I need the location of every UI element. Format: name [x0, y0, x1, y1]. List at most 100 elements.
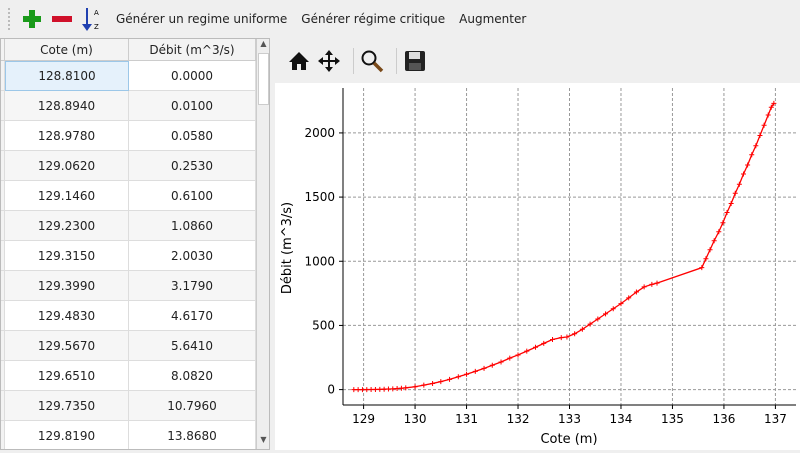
cell-cote[interactable]: 128.8100: [5, 61, 129, 91]
add-icon[interactable]: [20, 7, 44, 31]
cell-debit[interactable]: 5.6410: [129, 331, 256, 361]
cell-debit[interactable]: 2.0030: [129, 241, 256, 271]
cell-debit[interactable]: 13.8680: [129, 421, 256, 449]
data-point-marker: [498, 359, 504, 365]
cell-debit[interactable]: 10.7960: [129, 391, 256, 421]
row-header[interactable]: [1, 331, 5, 361]
row-header[interactable]: [1, 421, 5, 449]
x-tick-label: 132: [507, 412, 530, 426]
vertical-scrollbar[interactable]: ▲ ▼: [256, 39, 269, 449]
generate-uniform-button[interactable]: Générer un regime uniforme: [116, 12, 288, 26]
data-point-marker: [364, 387, 370, 393]
save-icon[interactable]: [403, 49, 427, 73]
data-point-marker: [507, 355, 513, 361]
data-point-marker: [421, 382, 427, 388]
cell-debit[interactable]: 1.0860: [129, 211, 256, 241]
data-point-marker: [541, 340, 547, 346]
scroll-up-arrow[interactable]: ▲: [260, 39, 267, 48]
table-row[interactable]: 129.4830 4.6170: [1, 301, 256, 331]
y-tick-label: 2000: [304, 126, 335, 140]
remove-icon[interactable]: [50, 7, 74, 31]
cell-cote[interactable]: 129.7350: [5, 391, 129, 421]
toolbar-grip[interactable]: [8, 8, 12, 30]
cell-cote[interactable]: 129.4830: [5, 301, 129, 331]
cell-debit[interactable]: 0.0580: [129, 121, 256, 151]
table-row[interactable]: 128.8940 0.0100: [1, 91, 256, 121]
row-header[interactable]: [1, 151, 5, 181]
y-tick-label: 0: [327, 383, 335, 397]
cell-cote[interactable]: 129.3990: [5, 271, 129, 301]
cell-debit[interactable]: 8.0820: [129, 361, 256, 391]
row-header[interactable]: [1, 211, 5, 241]
cell-cote[interactable]: 128.9780: [5, 121, 129, 151]
row-header[interactable]: [1, 271, 5, 301]
cell-debit[interactable]: 0.0000: [129, 61, 256, 91]
row-header[interactable]: [1, 61, 5, 91]
data-point-marker: [579, 326, 585, 332]
data-point-marker: [515, 352, 521, 358]
cell-debit[interactable]: 0.6100: [129, 181, 256, 211]
row-header[interactable]: [1, 361, 5, 391]
data-point-marker: [711, 238, 717, 244]
row-header[interactable]: [1, 181, 5, 211]
table-row[interactable]: 129.2300 1.0860: [1, 211, 256, 241]
table-row[interactable]: 129.3150 2.0030: [1, 241, 256, 271]
row-header[interactable]: [1, 91, 5, 121]
table-row[interactable]: 129.3990 3.1790: [1, 271, 256, 301]
column-header-debit[interactable]: Débit (m^3/s): [129, 39, 256, 61]
row-header[interactable]: [1, 391, 5, 421]
x-tick-label: 135: [661, 412, 684, 426]
cell-cote[interactable]: 129.0620: [5, 151, 129, 181]
data-point-marker: [618, 301, 624, 307]
table-row[interactable]: 129.6510 8.0820: [1, 361, 256, 391]
scroll-thumb[interactable]: [258, 53, 269, 105]
zoom-icon[interactable]: [360, 49, 384, 73]
augment-button[interactable]: Augmenter: [459, 12, 527, 26]
table-row[interactable]: 129.0620 0.2530: [1, 151, 256, 181]
data-point-marker: [390, 386, 396, 392]
scroll-down-arrow[interactable]: ▼: [260, 435, 267, 444]
data-point-marker: [403, 385, 409, 391]
data-point-marker: [558, 335, 564, 341]
generate-critical-button[interactable]: Générer régime critique: [301, 12, 446, 26]
plot-canvas[interactable]: 129 130 131 132 133 134 135 136 137 0 500 1000 1500 2…: [275, 83, 800, 450]
cell-debit[interactable]: 0.0100: [129, 91, 256, 121]
cell-debit[interactable]: 4.6170: [129, 301, 256, 331]
table-row[interactable]: 129.8190 13.8680: [1, 421, 256, 449]
table-row[interactable]: 128.9780 0.0580: [1, 121, 256, 151]
data-point-marker: [572, 331, 578, 337]
x-tick-label: 133: [558, 412, 581, 426]
data-point-marker: [736, 181, 742, 187]
pan-icon[interactable]: [317, 49, 341, 73]
svg-text:A: A: [94, 9, 99, 17]
cell-cote[interactable]: 128.8940: [5, 91, 129, 121]
data-point-marker: [761, 122, 767, 128]
cell-cote[interactable]: 129.2300: [5, 211, 129, 241]
cell-cote[interactable]: 129.6510: [5, 361, 129, 391]
table-row[interactable]: 129.7350 10.7960: [1, 391, 256, 421]
row-header[interactable]: [1, 301, 5, 331]
table-row[interactable]: 129.5670 5.6410: [1, 331, 256, 361]
cell-cote[interactable]: 129.1460: [5, 181, 129, 211]
cell-cote[interactable]: 129.8190: [5, 421, 129, 449]
row-header[interactable]: [1, 241, 5, 271]
column-header-cote[interactable]: Cote (m): [5, 39, 129, 61]
data-point-marker: [649, 281, 655, 287]
cell-cote[interactable]: 129.3150: [5, 241, 129, 271]
data-point-marker: [765, 112, 771, 118]
cell-cote[interactable]: 129.5670: [5, 331, 129, 361]
table-row[interactable]: 128.8100 0.0000: [1, 61, 256, 91]
y-tick-label: 500: [312, 318, 335, 332]
cell-debit[interactable]: 3.1790: [129, 271, 256, 301]
data-point-marker: [724, 209, 730, 215]
data-point-marker: [603, 311, 609, 317]
data-point-marker: [398, 385, 404, 391]
row-header[interactable]: [1, 121, 5, 151]
home-icon[interactable]: [287, 49, 311, 73]
data-point-marker: [447, 376, 453, 382]
cell-debit[interactable]: 0.2530: [129, 151, 256, 181]
table-row[interactable]: 129.1460 0.6100: [1, 181, 256, 211]
data-point-marker: [740, 171, 746, 177]
